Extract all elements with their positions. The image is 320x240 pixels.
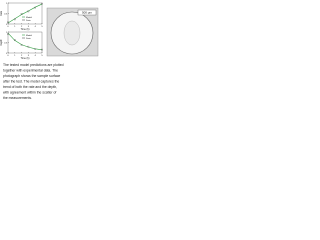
x-tick-label: 3 (28, 55, 30, 57)
caption-line: the measurements. (3, 96, 32, 100)
data-point (7, 33, 9, 35)
caption-line: after the test. The model captures the (3, 80, 59, 84)
caption-line: photograph shows the sample surface (3, 74, 60, 78)
scale-label: 500 µm (82, 11, 93, 15)
x-tick-label: 4 (35, 26, 37, 28)
series-line (7, 32, 43, 51)
y-tick-label: 0.5 (4, 13, 8, 15)
x-tick-label: 1 (14, 26, 16, 28)
x-tick-label: 5 (41, 55, 43, 57)
y-axis-label: Rate (0, 10, 3, 16)
scale-box (77, 9, 97, 16)
data-point (27, 45, 30, 48)
legend-label: Data (26, 19, 31, 22)
data-point (20, 13, 23, 15)
legend-label: Data (26, 37, 31, 40)
x-axis-label: Time (h) (21, 28, 30, 31)
caption-line: with agreement within the scatter of (3, 91, 56, 95)
x-tick-label: 4 (35, 55, 37, 57)
x-tick-label: 0 (7, 26, 9, 28)
x-tick-label: 2 (21, 26, 23, 28)
data-point (41, 48, 43, 51)
caption-line: together with experimental data. The (3, 69, 58, 73)
y-axis-label: Depth (0, 39, 3, 46)
data-point (34, 48, 36, 50)
y-tick-label: 0 (6, 53, 8, 55)
data-point (34, 6, 36, 9)
x-tick-label: 3 (28, 26, 30, 28)
data-point (14, 39, 16, 41)
y-tick-label: 1 (6, 32, 8, 34)
y-tick-label: 1 (6, 3, 8, 5)
data-point (7, 21, 9, 24)
y-tick-label: 0 (6, 24, 8, 26)
data-point (20, 44, 23, 46)
x-tick-label: 5 (41, 26, 43, 28)
y-tick-label: 0.5 (4, 42, 8, 44)
data-point (27, 10, 30, 13)
series-line (7, 3, 43, 24)
caption-line: trend of both the rate and the depth, (3, 85, 57, 89)
x-tick-label: 0 (7, 55, 9, 57)
legend-label: Model (26, 17, 32, 19)
caption-line: The tested model predictions are plotted (3, 63, 64, 67)
legend-label: Model (26, 35, 32, 37)
data-point (14, 18, 16, 21)
sample-mark (63, 20, 81, 46)
x-axis-label: Time (h) (21, 57, 30, 60)
data-point (41, 2, 43, 5)
x-tick-label: 2 (21, 55, 23, 57)
x-tick-label: 1 (14, 55, 16, 57)
